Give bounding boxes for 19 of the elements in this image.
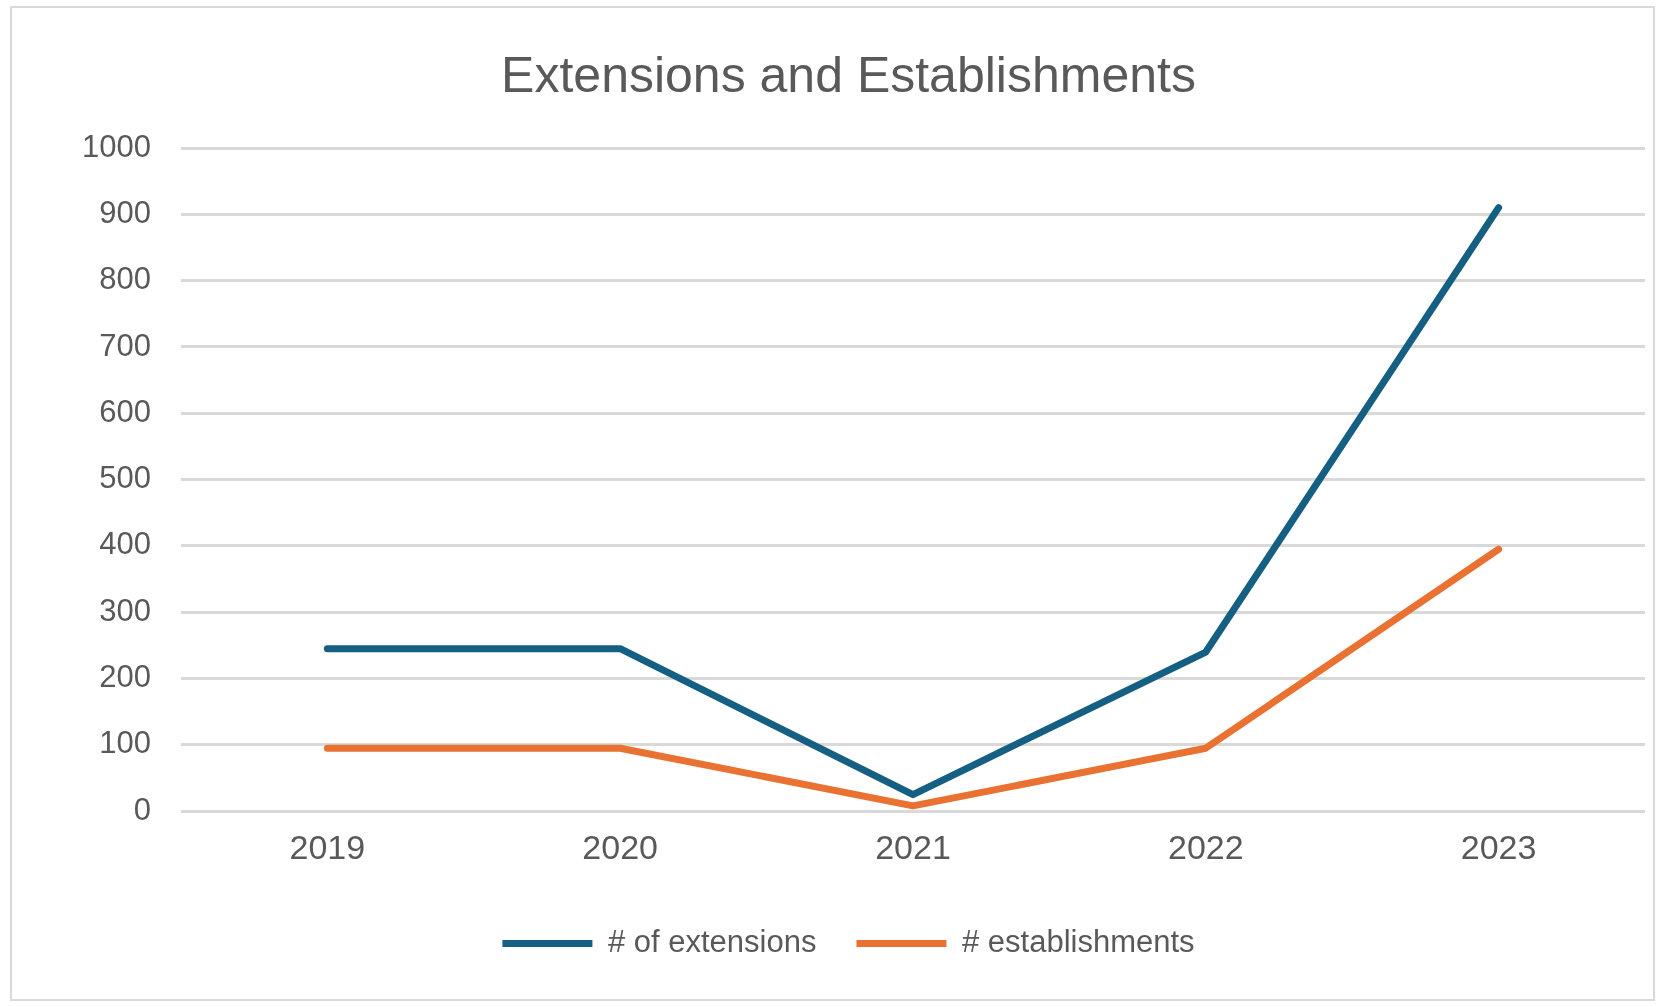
y-tick-label: 800: [99, 261, 151, 297]
y-tick-label: 0: [133, 791, 151, 827]
x-tick-label: 2021: [875, 827, 951, 866]
y-tick-label: 900: [99, 194, 151, 230]
y-tick-label: 700: [99, 327, 151, 363]
y-tick-label: 600: [99, 393, 151, 429]
y-tick-label: 300: [99, 592, 151, 628]
y-tick-label: 400: [99, 526, 151, 562]
y-tick-label: 200: [99, 659, 151, 695]
x-tick-label: 2022: [1167, 827, 1244, 866]
x-tick-label: 2023: [1460, 827, 1537, 866]
x-tick-label: 2019: [289, 827, 366, 866]
legend-label: # establishments: [961, 924, 1195, 960]
y-tick-label: 100: [99, 725, 151, 761]
chart-title: Extensions and Establishments: [501, 46, 1196, 103]
y-tick-label: 1000: [81, 128, 151, 164]
x-tick-label: 2020: [582, 827, 658, 866]
legend-label: # of extensions: [607, 924, 817, 960]
y-tick-label: 500: [99, 460, 151, 496]
